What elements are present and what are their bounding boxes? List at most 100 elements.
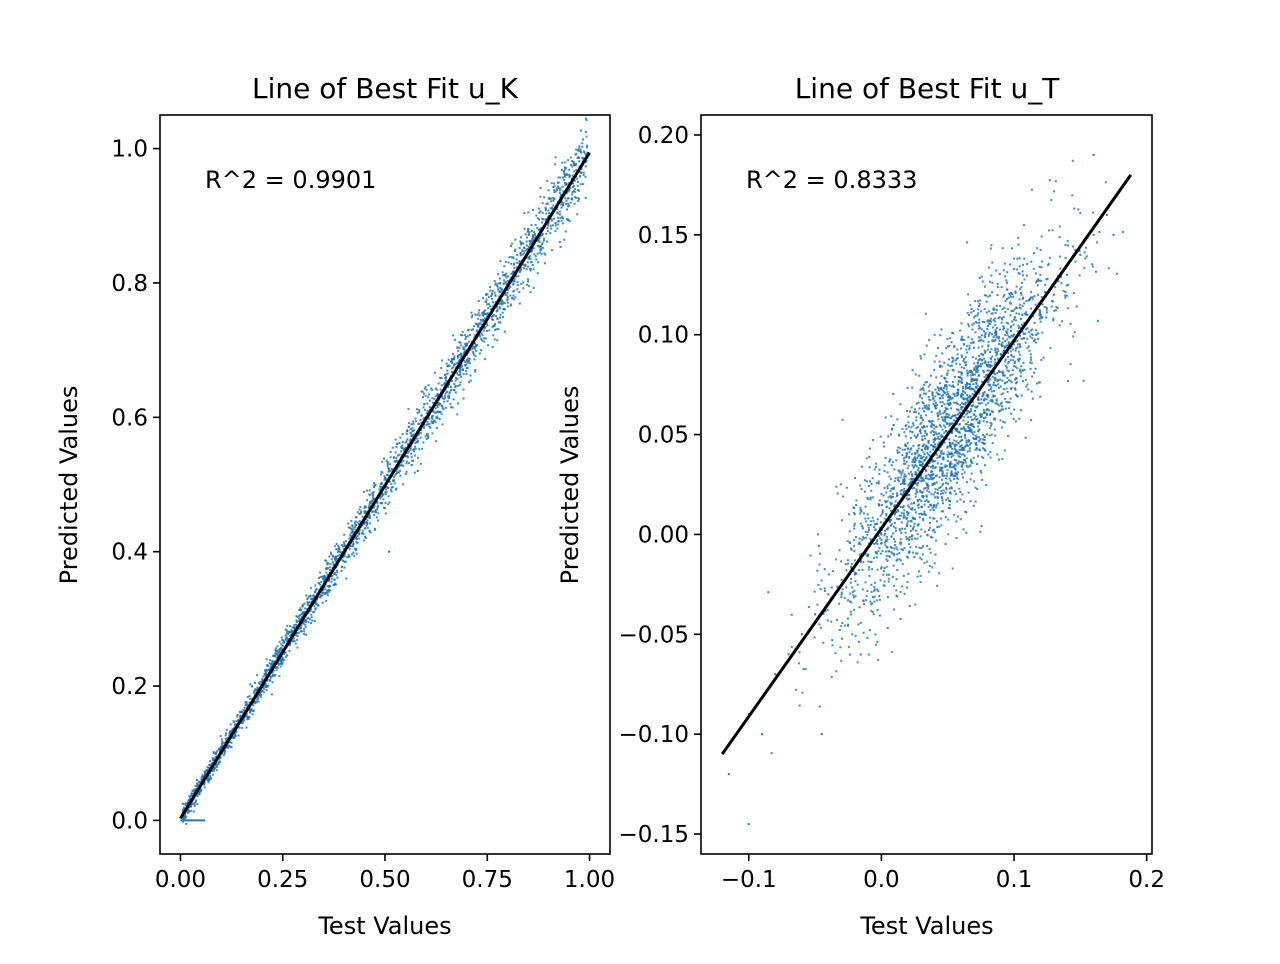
scatter-point — [326, 567, 328, 569]
scatter-point — [491, 293, 493, 295]
scatter-point — [1122, 231, 1124, 233]
scatter-point — [878, 469, 880, 471]
scatter-point — [918, 375, 920, 377]
scatter-point — [1008, 379, 1010, 381]
scatter-point — [1059, 268, 1061, 270]
scatter-point — [853, 550, 855, 552]
scatter-point — [444, 395, 446, 397]
scatter-point — [1006, 332, 1008, 334]
scatter-point — [1039, 318, 1041, 320]
scatter-point — [855, 499, 857, 501]
scatter-point — [280, 663, 282, 665]
scatter-point — [890, 551, 892, 553]
scatter-point — [1059, 225, 1061, 227]
scatter-point — [953, 439, 955, 441]
scatter-point — [355, 537, 357, 539]
scatter-point — [210, 778, 212, 780]
scatter-point — [939, 361, 941, 363]
scatter-point — [510, 256, 512, 258]
scatter-point — [410, 447, 412, 449]
scatter-point — [902, 563, 904, 565]
scatter-point — [933, 477, 935, 479]
scatter-point — [946, 488, 948, 490]
scatter-point — [1015, 420, 1017, 422]
scatter-point — [1007, 322, 1009, 324]
scatter-point — [905, 536, 907, 538]
scatter-point — [453, 398, 455, 400]
scatter-point — [458, 347, 460, 349]
scatter-point — [991, 313, 993, 315]
scatter-point — [867, 531, 869, 533]
scatter-point — [1046, 311, 1048, 313]
scatter-point — [553, 183, 555, 185]
scatter-point — [918, 455, 920, 457]
scatter-point — [955, 440, 957, 442]
scatter-point — [918, 444, 920, 446]
scatter-point — [868, 566, 870, 568]
scatter-point — [568, 197, 570, 199]
scatter-point — [961, 378, 963, 380]
scatter-point — [1007, 334, 1009, 336]
scatter-point — [1009, 294, 1011, 296]
x-tick-label: 0.25 — [257, 867, 308, 893]
scatter-point — [975, 387, 977, 389]
scatter-point — [824, 568, 826, 570]
scatter-point — [372, 493, 374, 495]
scatter-point — [870, 498, 872, 500]
scatter-point — [323, 578, 325, 580]
scatter-point — [840, 483, 842, 485]
scatter-point — [343, 567, 345, 569]
scatter-point — [1007, 356, 1009, 358]
scatter-point — [452, 334, 454, 336]
scatter-point — [960, 518, 962, 520]
scatter-point — [564, 182, 566, 184]
scatter-point — [968, 314, 970, 316]
scatter-point — [554, 198, 556, 200]
scatter-point — [916, 483, 918, 485]
scatter-point — [234, 723, 236, 725]
scatter-point — [303, 628, 305, 630]
scatter-point — [285, 637, 287, 639]
scatter-point — [994, 373, 996, 375]
scatter-point — [911, 478, 913, 480]
scatter-point — [860, 507, 862, 509]
scatter-point — [903, 488, 905, 490]
scatter-point — [982, 457, 984, 459]
scatter-point — [847, 624, 849, 626]
scatter-point — [489, 305, 491, 307]
scatter-point — [894, 544, 896, 546]
scatter-point — [357, 521, 359, 523]
scatter-point — [865, 506, 867, 508]
scatter-point — [1002, 408, 1004, 410]
scatter-point — [937, 489, 939, 491]
scatter-point — [956, 358, 958, 360]
scatter-point — [445, 373, 447, 375]
scatter-point — [451, 360, 453, 362]
scatter-point — [448, 397, 450, 399]
scatter-point — [1096, 241, 1098, 243]
scatter-point — [310, 587, 312, 589]
scatter-point — [332, 556, 334, 558]
scatter-point — [574, 196, 576, 198]
scatter-point — [410, 432, 412, 434]
scatter-point — [970, 395, 972, 397]
scatter-point — [972, 383, 974, 385]
scatter-point — [875, 466, 877, 468]
scatter-point — [1019, 304, 1021, 306]
scatter-point — [871, 591, 873, 593]
scatter-point — [1105, 181, 1107, 183]
scatter-point — [1025, 386, 1027, 388]
scatter-point — [870, 524, 872, 526]
scatter-point — [878, 547, 880, 549]
scatter-point — [950, 480, 952, 482]
scatter-point — [957, 383, 959, 385]
scatter-point — [885, 550, 887, 552]
x-tick-label: 0.50 — [359, 867, 410, 893]
scatter-point — [996, 398, 998, 400]
scatter-point — [1004, 361, 1006, 363]
scatter-point — [984, 439, 986, 441]
scatter-point — [968, 387, 970, 389]
scatter-point — [395, 446, 397, 448]
scatter-point — [287, 630, 289, 632]
scatter-point — [552, 224, 554, 226]
